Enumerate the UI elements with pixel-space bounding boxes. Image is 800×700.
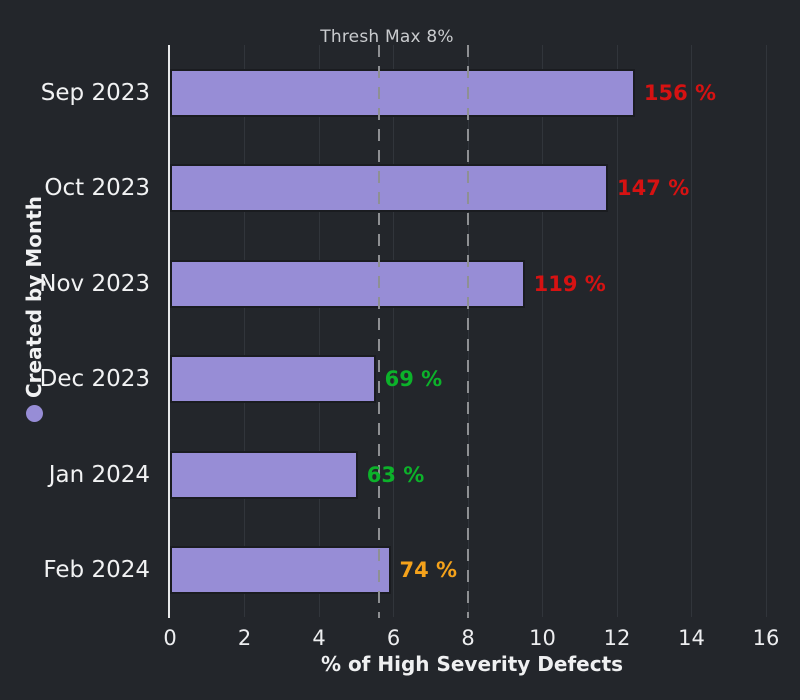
bar-feb-2024[interactable]	[170, 546, 391, 594]
x-axis-label: % of High Severity Defects	[320, 652, 624, 676]
category-label-nov-2023: Nov 2023	[39, 270, 150, 297]
threshold-line-5.6	[377, 45, 380, 618]
x-tick-label-10: 10	[529, 626, 556, 650]
value-label-sep-2023: 156 %	[643, 81, 717, 105]
gridline-x-10	[542, 45, 543, 617]
value-label-dec-2023: 69 %	[384, 367, 443, 392]
gridline-x-14	[691, 45, 692, 617]
x-tick-label-12: 12	[603, 626, 631, 650]
x-tick-label-4: 4	[312, 626, 326, 650]
bar-oct-2023[interactable]	[170, 164, 608, 213]
category-label-jan-2024: Jan 2024	[48, 461, 150, 488]
value-label-jan-2024: 63 %	[366, 462, 425, 487]
gridline-x-2	[244, 45, 245, 617]
x-tick-label-14: 14	[678, 626, 705, 650]
bar-dec-2023[interactable]	[170, 355, 376, 404]
category-label-oct-2023: Oct 2023	[44, 175, 150, 202]
category-label-feb-2024: Feb 2024	[43, 557, 150, 583]
x-tick-label-2: 2	[237, 626, 252, 650]
x-tick-label-0: 0	[163, 626, 177, 650]
gridline-x-4	[318, 45, 320, 617]
gridline-x-6	[393, 45, 394, 617]
value-label-nov-2023: 119 %	[533, 271, 606, 296]
value-label-oct-2023: 147 %	[617, 176, 690, 201]
plot-area	[170, 45, 774, 618]
category-label-dec-2023: Dec 2023	[39, 366, 150, 393]
x-tick-label-8: 8	[461, 626, 475, 650]
category-label-sep-2023: Sep 2023	[40, 80, 150, 106]
series-dot-icon	[25, 405, 43, 422]
gridline-x-16	[765, 45, 767, 617]
gridline-x-12	[616, 45, 618, 617]
y-axis-line	[168, 45, 170, 618]
bar-sep-2023[interactable]	[170, 69, 635, 117]
chart-title: Thresh Max 8%	[320, 27, 454, 47]
value-label-feb-2024: 74 %	[399, 558, 458, 582]
bar-nov-2023[interactable]	[170, 259, 525, 308]
x-tick-label-6: 6	[386, 626, 401, 650]
bar-jan-2024[interactable]	[170, 450, 358, 499]
threshold-line-8	[467, 45, 469, 618]
x-tick-label-16: 16	[752, 626, 780, 650]
